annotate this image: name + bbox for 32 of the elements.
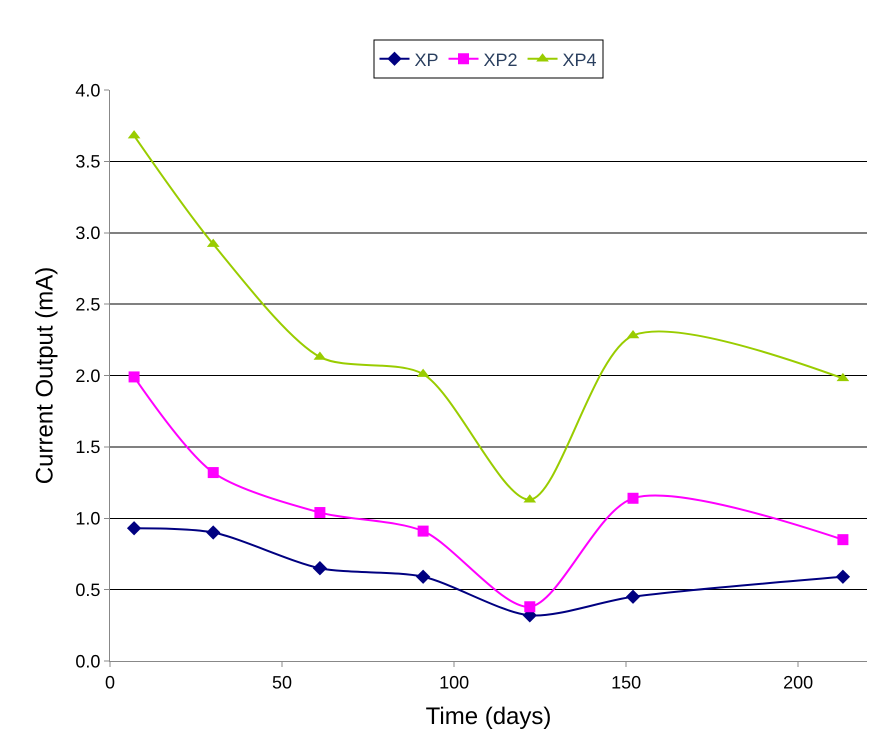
point xyxy=(208,467,219,478)
y-tick-label: 0.5 xyxy=(75,580,100,600)
point xyxy=(126,521,142,536)
y-tick-label: 3.0 xyxy=(75,223,100,244)
y-axis-title: Current Output (mA) xyxy=(31,266,58,484)
x-tick-label: 0 xyxy=(104,672,116,693)
legend-label: XP4 xyxy=(562,50,597,70)
point xyxy=(836,570,850,584)
point xyxy=(418,526,429,537)
y-tick-label: 3.5 xyxy=(75,152,100,172)
x-tick-label: 50 xyxy=(272,672,292,693)
y-tick-label: 4.0 xyxy=(75,80,100,100)
y-tick-label: 2.5 xyxy=(75,294,100,314)
x-tick-label: 150 xyxy=(611,672,642,693)
x-axis-title: Time (days) xyxy=(426,702,552,730)
x-tick-label: 200 xyxy=(783,672,814,693)
legend-label: XP2 xyxy=(484,50,518,70)
point xyxy=(314,507,326,518)
y-tick-label: 2.0 xyxy=(75,366,100,386)
legend-label: XP xyxy=(414,50,439,70)
point xyxy=(837,534,848,546)
point xyxy=(524,601,536,612)
y-tick-label: 1.0 xyxy=(75,508,100,529)
point xyxy=(312,561,328,576)
y-tick-label: 1.5 xyxy=(75,437,100,458)
y-tick-label: 0.0 xyxy=(75,651,100,672)
x-tick-label: 100 xyxy=(439,672,470,693)
point xyxy=(628,492,639,504)
point xyxy=(626,590,640,604)
point xyxy=(206,525,220,540)
point xyxy=(128,371,140,382)
point xyxy=(416,570,430,584)
